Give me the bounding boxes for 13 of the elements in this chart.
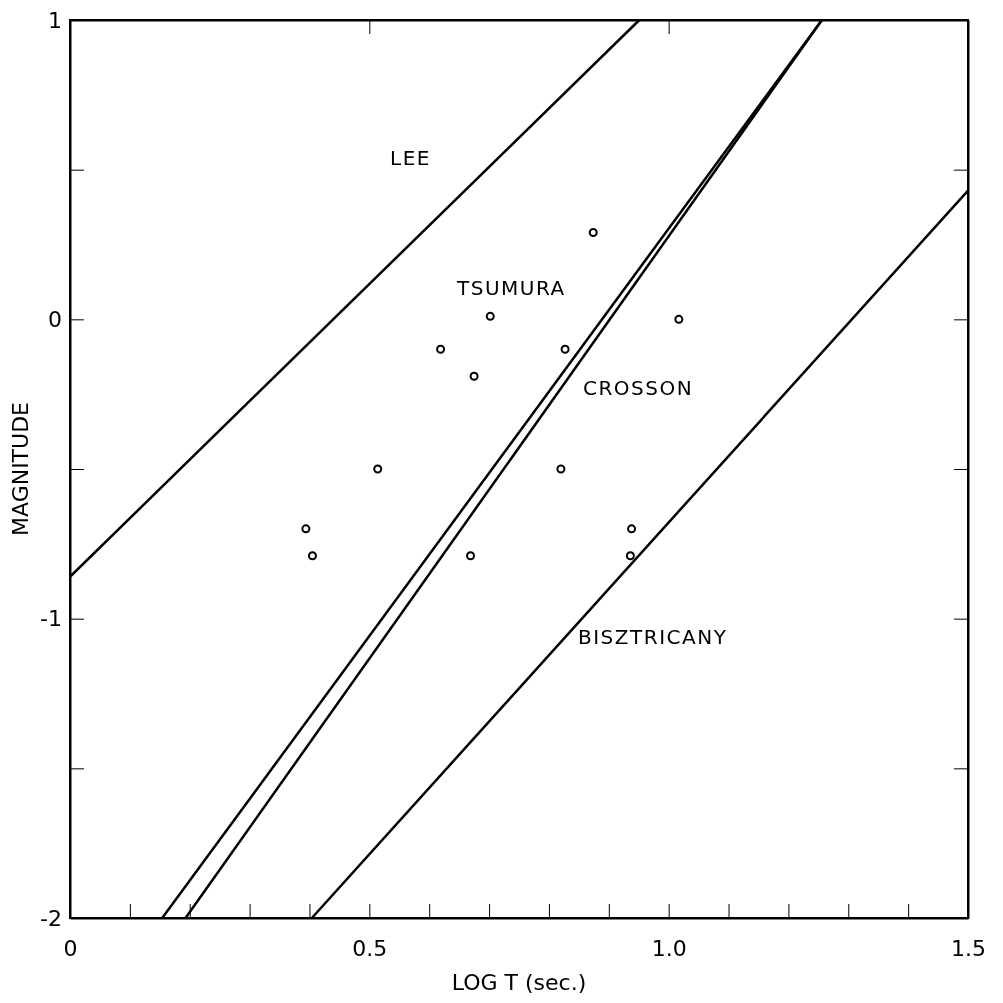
- y-tick-label: 0: [48, 306, 62, 332]
- y-axis-title: MAGNITUDE: [8, 401, 33, 537]
- x-tick-label: 0.5: [352, 935, 388, 961]
- series-label: CROSSON: [583, 376, 694, 400]
- y-tick-label: -1: [40, 606, 62, 632]
- x-axis-title: LOG T (sec.): [451, 970, 587, 995]
- x-tick-label: 1.5: [951, 935, 986, 961]
- text: TSUMURA: [456, 276, 566, 300]
- y-tick-label: 1: [48, 7, 62, 33]
- series-label: LEE: [390, 146, 431, 170]
- series-label: BISZTRICANY: [578, 625, 728, 649]
- x-tick-label: 1.0: [651, 935, 687, 961]
- y-tick-label: -2: [40, 905, 62, 931]
